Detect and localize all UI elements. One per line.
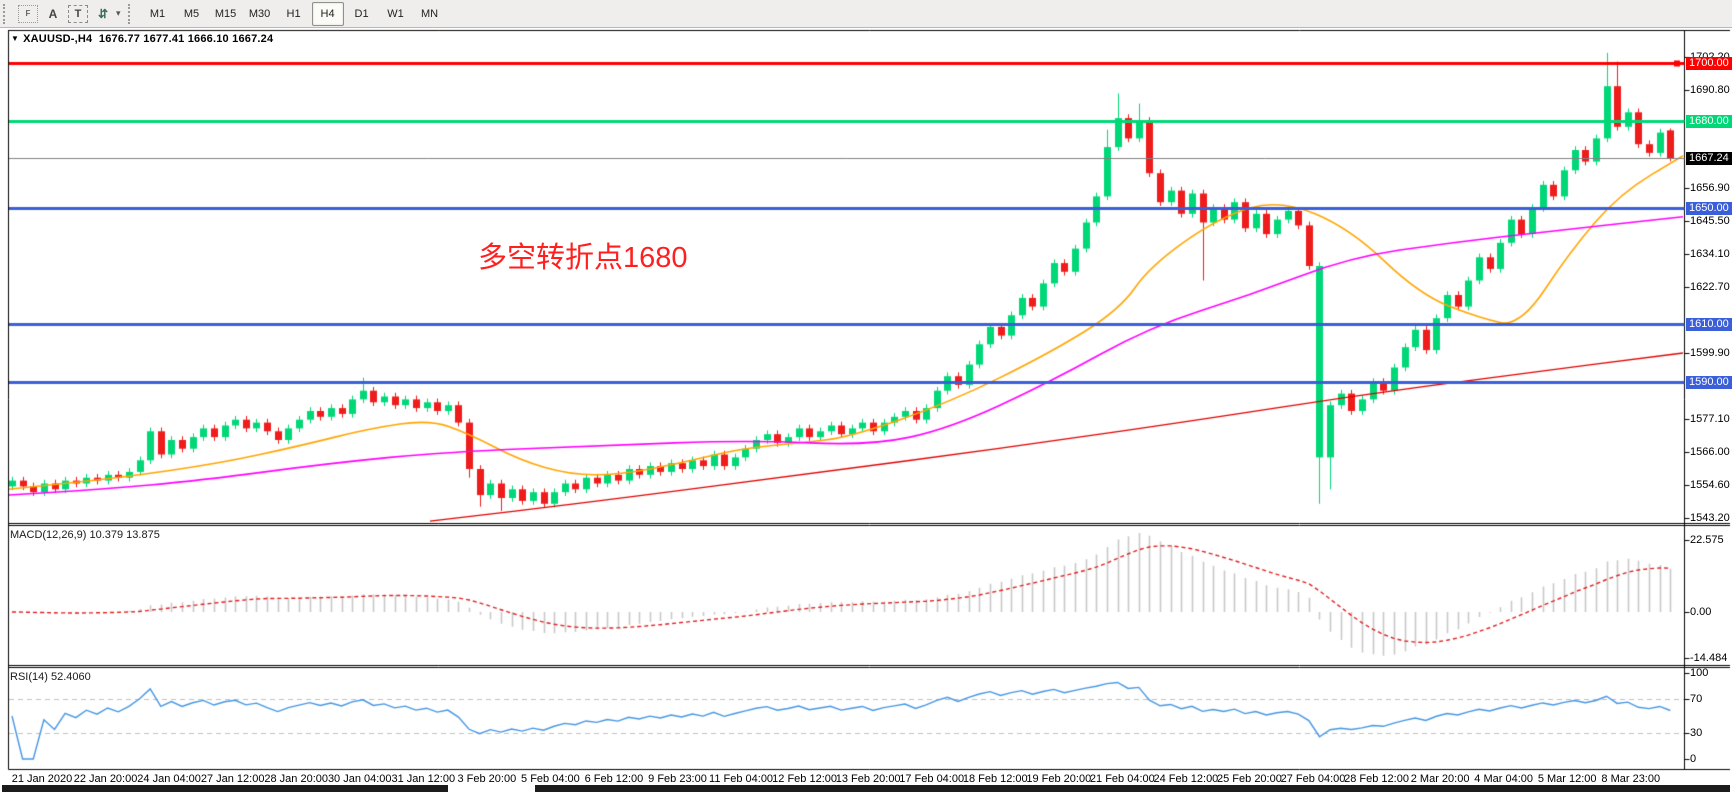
cursor-a-icon[interactable]: A [48,6,58,21]
rsi-tick-label: 70 [1690,692,1703,705]
price-tick-label: 1622.70 [1690,281,1730,294]
time-axis-label: 3 Feb 20:00 [457,773,517,785]
price-tick-label: 1577.10 [1690,413,1730,426]
timeframe-toolbar: M1 M5 M15 M30 H1 H4 D1 W1 MN [141,0,447,28]
h-scrollbar-thumb[interactable] [535,785,1730,792]
style-arrows-icon[interactable]: ⇵ [97,6,109,21]
time-axis-label: 19 Feb 20:00 [1026,773,1092,785]
time-axis-label: 6 Feb 12:00 [584,773,644,785]
time-axis-label: 24 Jan 04:00 [137,773,201,785]
price-tick-label: 1656.90 [1690,181,1730,194]
toolbar-grip[interactable] [3,3,10,24]
time-axis-label: 31 Jan 12:00 [391,773,456,785]
macd-tick-label: 0.00 [1690,606,1712,618]
time-axis-label: 27 Feb 04:00 [1280,773,1346,785]
timeframe-button-H4[interactable]: H4 [311,1,344,26]
price-badge-1700.00: 1700.00 [1686,56,1732,70]
chart-annotation-text[interactable]: 多空转折点1680 [478,242,688,274]
rsi-tick-label: 0 [1690,753,1697,765]
chart-canvas[interactable] [0,28,1732,792]
timeframe-button-M15[interactable]: M15 [214,7,237,20]
text-label-icon[interactable]: T [68,4,88,23]
time-axis-label: 22 Jan 20:00 [73,773,138,785]
timeframe-button-D1[interactable]: D1 [354,7,369,20]
timeframe-button-MN[interactable]: MN [420,7,439,20]
timeframe-button-H1[interactable]: H1 [286,7,301,20]
price-badge-1650.00: 1650.00 [1686,201,1732,215]
time-axis-label: 8 Mar 23:00 [1601,773,1661,785]
price-tick-label: 1645.50 [1690,215,1730,228]
macd-tick-label: -14.484 [1690,652,1728,665]
toolbar: F A T ⇵ ▾ M1 M5 M15 M30 H1 H4 D1 W1 MN [0,0,1732,28]
time-axis-label: 27 Jan 12:00 [200,773,265,785]
time-axis-label: 25 Feb 20:00 [1217,773,1282,785]
time-axis-label: 12 Feb 12:00 [772,773,838,785]
time-axis-label: 13 Feb 20:00 [835,773,901,785]
timeframe-button-M30[interactable]: M30 [248,7,271,20]
rsi-tick-label: 100 [1690,667,1709,679]
price-tick-label: 1690.80 [1690,83,1730,96]
time-axis-label: 11 Feb 04:00 [709,773,774,785]
macd-indicator-label: MACD(12,26,9) 10.379 13.875 [10,529,160,541]
time-axis-label: 18 Feb 12:00 [962,773,1028,785]
time-axis-label: 5 Feb 04:00 [521,773,580,785]
timeframe-button-W1[interactable]: W1 [387,7,404,20]
time-axis-label: 2 Mar 20:00 [1410,773,1470,785]
rsi-tick-label: 30 [1690,727,1703,740]
symbol-header: ▼ XAUUSD-,H4 1676.77 1677.41 1666.10 1667… [11,33,273,45]
price-badge-1590.00: 1590.00 [1686,375,1732,389]
symbol-ohlc-values: 1676.77 1677.41 1666.10 1667.24 [98,33,274,45]
time-axis-label: 21 Feb 04:00 [1089,773,1155,785]
period-grid-f-icon[interactable]: F [18,4,38,23]
rsi-indicator-label: RSI(14) 52.4060 [10,671,91,683]
time-axis-label: 30 Jan 04:00 [327,773,392,785]
macd-tick-label: 22.575 [1690,533,1724,546]
price-tick-label: 1566.00 [1690,445,1730,458]
price-tick-label: 1543.20 [1690,511,1730,524]
price-tick-label: 1599.90 [1690,347,1730,360]
symbol-name: XAUUSD-,H4 [23,33,93,45]
timeframe-button-M1[interactable]: M1 [149,7,166,20]
timeframe-button-M5[interactable]: M5 [183,7,200,20]
time-axis-label: 9 Feb 23:00 [648,773,707,785]
time-axis-label: 28 Feb 12:00 [1344,773,1409,785]
time-axis-label: 21 Jan 2020 [11,773,73,785]
time-axis-label: 17 Feb 04:00 [899,773,965,785]
time-axis-label: 24 Feb 12:00 [1153,773,1219,785]
timeframe-group-grip[interactable] [127,3,135,24]
h-scrollbar-left[interactable] [2,785,448,792]
price-tick-label: 1554.60 [1690,478,1730,491]
chart-window: ▼ XAUUSD-,H4 1676.77 1677.41 1666.10 1667… [0,28,1732,792]
dropdown-caret-icon[interactable]: ▾ [116,8,121,18]
time-axis-label: 4 Mar 04:00 [1474,773,1533,785]
price-badge-1680.00: 1680.00 [1686,114,1732,128]
price-badge-1667.24: 1667.24 [1686,151,1732,165]
price-badge-1610.00: 1610.00 [1686,317,1732,331]
time-axis-label: 28 Jan 20:00 [264,773,328,785]
time-axis-label: 5 Mar 12:00 [1537,773,1597,785]
price-tick-label: 1634.10 [1690,248,1730,261]
symbol-dropdown-icon[interactable]: ▼ [11,34,20,43]
